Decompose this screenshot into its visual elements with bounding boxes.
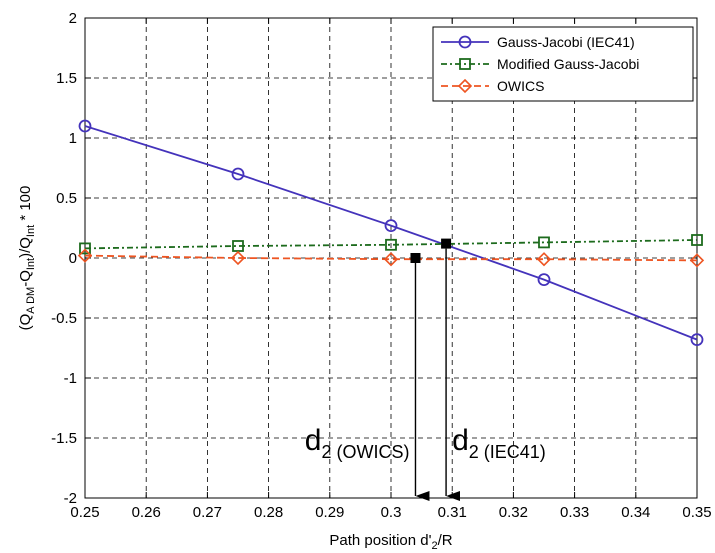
legend-entry: Modified Gauss-Jacobi bbox=[441, 56, 639, 72]
x-tick-label: 0.31 bbox=[438, 504, 467, 521]
annotation-label-main: d bbox=[452, 424, 469, 457]
y-axis-label-sub: Int bbox=[25, 258, 37, 270]
x-tick-label: 0.29 bbox=[315, 504, 344, 521]
y-tick-label: -2 bbox=[64, 490, 77, 507]
x-tick-label: 0.35 bbox=[682, 504, 711, 521]
data-point-circle bbox=[458, 35, 472, 49]
data-point-square bbox=[459, 58, 471, 70]
data-point-diamond bbox=[536, 252, 552, 267]
legend-label: Gauss-Jacobi (IEC41) bbox=[497, 34, 635, 50]
y-tick-label: -0.5 bbox=[51, 310, 77, 327]
x-tick-label: 0.33 bbox=[560, 504, 589, 521]
x-tick-label: 0.27 bbox=[193, 504, 222, 521]
legend-label: Modified Gauss-Jacobi bbox=[497, 56, 639, 72]
series-layer bbox=[77, 119, 705, 347]
legend-entry: Gauss-Jacobi (IEC41) bbox=[441, 34, 635, 50]
annotation-point bbox=[441, 238, 452, 249]
series-0 bbox=[78, 119, 704, 347]
axis-labels: Path position d'2/R(QA DM-QInt)/QInt * 1… bbox=[17, 186, 453, 552]
legend-box bbox=[432, 26, 694, 102]
x-axis-label-main: Path position d' bbox=[329, 532, 431, 549]
series-line bbox=[84, 125, 698, 341]
grid bbox=[85, 18, 697, 498]
annotation-label: d2 (OWICS) bbox=[305, 424, 410, 462]
data-point-circle bbox=[384, 219, 398, 233]
x-axis-label-sub: 2 bbox=[431, 540, 437, 552]
annotation-point bbox=[410, 253, 421, 263]
x-tick-label: 0.26 bbox=[132, 504, 161, 521]
y-axis-label-sub: Int bbox=[25, 225, 37, 237]
x-tick-label: 0.3 bbox=[381, 504, 402, 521]
annotation-owics: d2 (OWICS) bbox=[305, 253, 430, 501]
annotation-iec41: d2 (IEC41) bbox=[441, 238, 546, 501]
series-2 bbox=[77, 248, 705, 268]
annotation-label: d2 (IEC41) bbox=[452, 424, 546, 462]
y-axis-label-part: * 100 bbox=[17, 186, 34, 225]
data-point-diamond bbox=[689, 253, 705, 268]
x-tick-label: 0.32 bbox=[499, 504, 528, 521]
y-tick-label: 2 bbox=[69, 10, 77, 27]
x-tick-label: 0.28 bbox=[254, 504, 283, 521]
series-line bbox=[84, 254, 698, 262]
y-axis-label: (QA DM-QInt)/QInt * 100 bbox=[17, 186, 37, 331]
y-tick-label: 0 bbox=[69, 250, 77, 267]
x-tick-label: 0.25 bbox=[70, 504, 99, 521]
y-tick-label: 1.5 bbox=[56, 70, 77, 87]
y-axis-label-part: (Q bbox=[17, 314, 34, 331]
legend: Gauss-Jacobi (IEC41) Modified Gauss-Jacob… bbox=[432, 26, 694, 102]
annotation-label-main: d bbox=[305, 424, 322, 457]
legend-entry: OWICS bbox=[441, 78, 544, 94]
data-point-diamond bbox=[457, 78, 473, 94]
y-tick-label: 1 bbox=[69, 130, 77, 147]
y-axis-label-part: -Q bbox=[17, 270, 34, 287]
data-point-circle bbox=[231, 167, 245, 181]
x-axis-label: Path position d'2/R bbox=[329, 532, 452, 552]
annotation-label-sub: 2 (IEC41) bbox=[469, 442, 546, 462]
data-point-square bbox=[691, 234, 703, 246]
data-point-square bbox=[385, 238, 397, 251]
axes: 0.25 0.26 0.27 0.28 0.29 0.3 0.31 0.32 0.33 0.34 0… bbox=[51, 10, 711, 521]
y-tick-label: 0.5 bbox=[56, 190, 77, 207]
data-point-circle bbox=[690, 333, 704, 347]
data-point-diamond bbox=[383, 252, 399, 267]
data-point-circle bbox=[537, 273, 551, 287]
data-point-square bbox=[538, 236, 550, 249]
data-point-diamond bbox=[230, 250, 246, 266]
series-line bbox=[84, 239, 698, 250]
y-tick-label: -1 bbox=[64, 370, 77, 387]
y-axis-label-sub: A DM bbox=[25, 287, 37, 314]
x-axis-label-tail: /R bbox=[438, 532, 453, 549]
data-point-circle bbox=[78, 119, 92, 133]
data-point-diamond bbox=[77, 248, 93, 263]
annotation-layer: d2 (OWICS) d2 (IEC41) bbox=[305, 238, 546, 501]
y-axis-label-part: )/Q bbox=[17, 237, 34, 258]
legend-label: OWICS bbox=[497, 78, 544, 94]
annotation-label-sub: 2 (OWICS) bbox=[321, 442, 409, 462]
x-tick-label: 0.34 bbox=[621, 504, 650, 521]
data-point-square bbox=[79, 242, 91, 255]
y-tick-label: -1.5 bbox=[51, 430, 77, 447]
